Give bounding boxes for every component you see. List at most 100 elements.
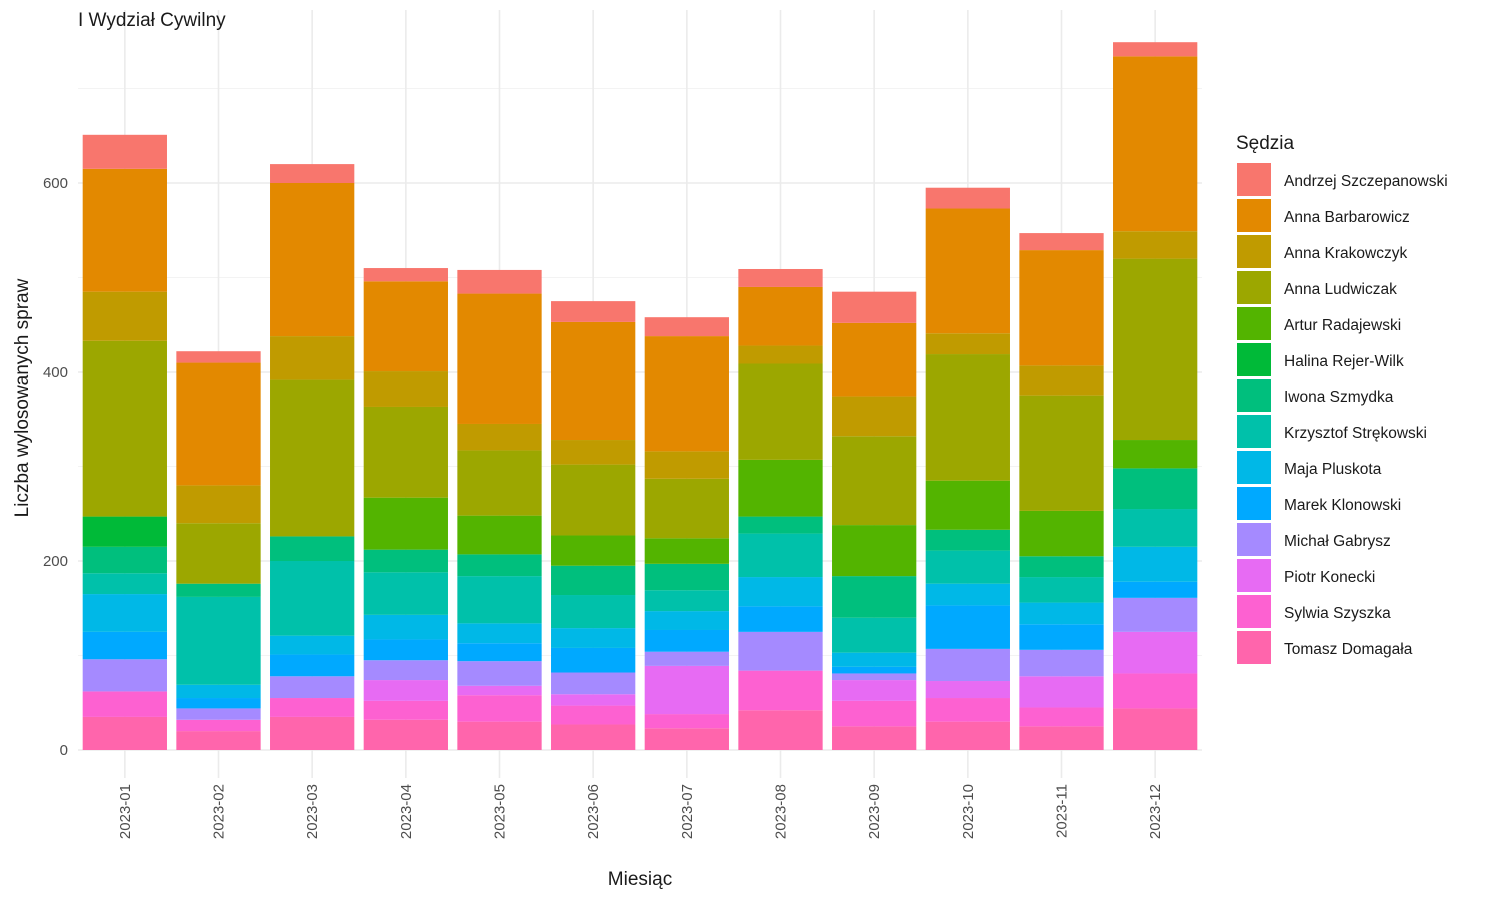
legend-swatch xyxy=(1237,487,1271,520)
bar-segment xyxy=(176,731,261,750)
bar-segment xyxy=(457,269,542,294)
legend-swatch xyxy=(1237,235,1271,268)
bar-segment xyxy=(644,629,729,652)
bar-segment xyxy=(1113,440,1198,469)
bar-segment xyxy=(176,485,261,524)
bar-segment xyxy=(270,635,355,655)
bar-segment xyxy=(363,639,448,661)
bar-segment xyxy=(363,371,448,407)
bar-segment xyxy=(457,576,542,624)
bar-segment xyxy=(1113,42,1198,57)
bar-segment xyxy=(457,695,542,722)
bar-segment xyxy=(551,595,636,629)
bar-segment xyxy=(363,572,448,615)
bar-segment xyxy=(925,648,1010,682)
bar-segment xyxy=(82,291,167,341)
bar-segment xyxy=(644,563,729,591)
bar-segment xyxy=(925,681,1010,699)
bar-segment xyxy=(832,617,917,653)
bar-segment xyxy=(832,291,917,323)
bar-segment xyxy=(457,721,542,750)
bar-segment xyxy=(1019,707,1104,727)
bar-segment xyxy=(363,406,448,498)
bar-segment xyxy=(551,301,636,322)
bar-segment xyxy=(1113,631,1198,674)
bar-segment xyxy=(457,554,542,577)
bar-segment xyxy=(1113,468,1198,510)
bars xyxy=(82,42,1198,750)
bar-segment xyxy=(925,583,1010,606)
legend-label: Artur Radajewski xyxy=(1284,317,1401,334)
bar-segment xyxy=(363,549,448,573)
bar-segment xyxy=(551,705,636,725)
bar-segment xyxy=(82,134,167,169)
bar-segment xyxy=(363,700,448,720)
bar-segment xyxy=(363,680,448,701)
legend: Sędzia Andrzej Szczepanowski Anna Barbaro… xyxy=(1236,133,1448,664)
x-axis-ticks: 2023-01 2023-02 2023-03 2023-04 2023-05 2023-… xyxy=(117,784,1164,839)
bar-segment xyxy=(1113,546,1198,582)
bar-segment xyxy=(925,333,1010,355)
legend-title: Sędzia xyxy=(1236,133,1295,154)
legend-label: Iwona Szmydka xyxy=(1284,389,1394,406)
bar-segment xyxy=(82,546,167,574)
x-tick-label: 2023-10 xyxy=(960,784,977,839)
legend-swatch xyxy=(1237,271,1271,304)
y-axis-ticks: 0 200 400 600 xyxy=(43,175,68,759)
bar-segment xyxy=(1113,258,1198,441)
legend-swatch xyxy=(1237,343,1271,376)
bar-segment xyxy=(82,168,167,292)
legend-swatch xyxy=(1237,451,1271,484)
legend-swatch xyxy=(1237,379,1271,412)
bar-segment xyxy=(551,321,636,441)
bar-segment xyxy=(1019,233,1104,251)
bar-segment xyxy=(82,631,167,660)
bar-segment xyxy=(925,187,1010,209)
bar-segment xyxy=(832,396,917,437)
bar-segment xyxy=(925,529,1010,551)
bar-segment xyxy=(176,698,261,709)
bar-segment xyxy=(738,459,823,517)
bar-segment xyxy=(82,716,167,750)
bar-segment xyxy=(1019,365,1104,396)
bar-segment xyxy=(270,698,355,717)
bar-segment xyxy=(644,590,729,612)
bar-segment xyxy=(925,605,1010,649)
y-axis-title: Liczba wylosowanych spraw xyxy=(12,278,33,517)
legend-swatch xyxy=(1237,415,1271,448)
legend-swatch xyxy=(1237,523,1271,556)
bar-segment xyxy=(644,651,729,666)
bar-segment xyxy=(270,164,355,183)
bar-segment xyxy=(1113,509,1198,547)
bar-segment xyxy=(270,716,355,750)
bar-segment xyxy=(551,440,636,465)
bar-segment xyxy=(925,721,1010,750)
legend-label: Anna Krakowczyk xyxy=(1284,245,1407,262)
bar-segment xyxy=(457,623,542,644)
bar-segment xyxy=(644,336,729,452)
legend-label: Anna Ludwiczak xyxy=(1284,281,1397,298)
bar-segment xyxy=(832,652,917,667)
bar-segment xyxy=(457,450,542,516)
legend-label: Andrzej Szczepanowski xyxy=(1284,173,1448,190)
bar-segment xyxy=(551,724,636,750)
bar-segment xyxy=(176,362,261,486)
bar-segment xyxy=(644,728,729,750)
x-tick-label: 2023-06 xyxy=(585,784,602,839)
bar-segment xyxy=(457,293,542,424)
y-tick-label: 400 xyxy=(43,364,68,381)
x-tick-label: 2023-04 xyxy=(398,784,415,839)
bar-segment xyxy=(644,611,729,630)
bar-segment xyxy=(176,719,261,732)
bar-segment xyxy=(457,685,542,696)
legend-label: Krzysztof Strękowski xyxy=(1284,425,1427,442)
bar-segment xyxy=(363,268,448,282)
x-tick-label: 2023-03 xyxy=(304,784,321,839)
legend-swatch xyxy=(1237,631,1271,664)
bar-segment xyxy=(832,680,917,701)
bar-segment xyxy=(1019,510,1104,557)
bar-segment xyxy=(270,676,355,699)
x-tick-label: 2023-07 xyxy=(679,784,696,839)
bar-segment xyxy=(176,708,261,720)
